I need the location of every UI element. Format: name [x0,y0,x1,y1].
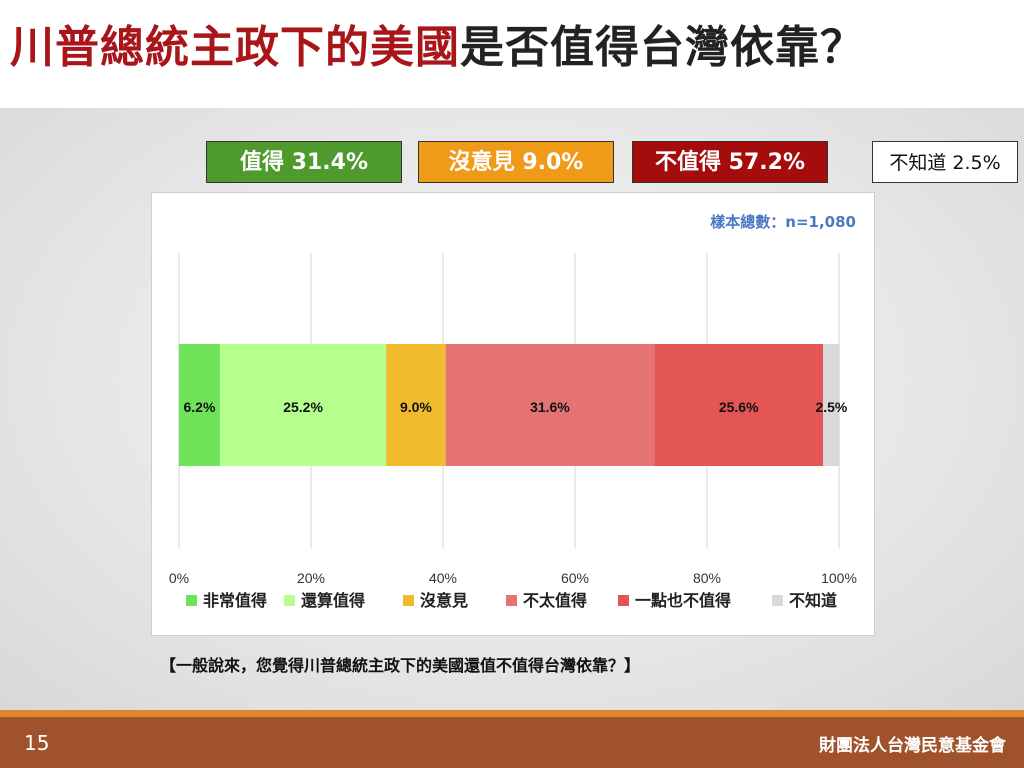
legend-swatch [186,595,197,606]
organization-name: 財團法人台灣民意基金會 [819,736,1006,756]
summary-worth-badge: 值得 31.4% [206,141,402,183]
survey-question: 【一般說來，您覺得川普總統主政下的美國還值不值得台灣依靠？】 [160,656,641,675]
x-tick-label: 0% [169,570,189,586]
bar-segment [823,344,840,466]
legend-label: 不知道 [789,591,837,610]
legend-swatch [772,595,783,606]
x-tick-label: 60% [561,570,589,586]
bar-data-label: 25.2% [283,399,323,415]
legend-label: 非常值得 [203,591,267,610]
bar-segment [386,344,446,466]
summary-not-worth-badge: 不值得 57.2% [632,141,828,183]
legend-swatch [284,595,295,606]
bar-segment [654,344,824,466]
bar-data-label: 2.5% [815,399,847,415]
legend-swatch [618,595,629,606]
footer-bar: 15 財團法人台灣民意基金會 [0,717,1024,768]
footer-accent-line [0,710,1024,717]
bar-segment [179,344,220,466]
x-tick-label: 40% [429,570,457,586]
title-rest: 是否值得台灣依靠？ [460,22,865,73]
page-title: 川普總統主政下的美國是否值得台灣依靠？ [10,8,865,88]
x-tick-label: 20% [297,570,325,586]
legend-swatch [506,595,517,606]
bar-data-label: 9.0% [400,399,432,415]
x-tick-label: 100% [821,570,857,586]
bar-data-label: 25.6% [719,399,759,415]
bar-data-label: 31.6% [530,399,570,415]
bar-segment [219,344,387,466]
summary-neutral-badge: 沒意見 9.0% [418,141,614,183]
legend-label: 不太值得 [523,591,587,610]
legend-label: 還算值得 [301,591,365,610]
title-highlight: 川普總統主政下的美國 [10,22,460,73]
legend-label: 沒意見 [420,591,468,610]
bar-segment [445,344,655,466]
stacked-bar-chart: 6.2% 25.2% 9.0% 31.6% 25.6% 2.5% 0% 20% 40% 60% 8… [169,253,857,610]
x-tick-label: 80% [693,570,721,586]
summary-unknown-badge: 不知道 2.5% [872,141,1018,183]
sample-size-note: 樣本總數：n=1,080 [710,213,856,231]
bar-data-label: 6.2% [183,399,215,415]
legend-swatch [403,595,414,606]
page-number: 15 [24,731,50,755]
chart-panel: 樣本總數：n=1,080 6.2% 25.2% 9.0% 31.6% 25.6% 2.5%… [151,192,875,636]
legend-label: 一點也不值得 [635,591,731,610]
